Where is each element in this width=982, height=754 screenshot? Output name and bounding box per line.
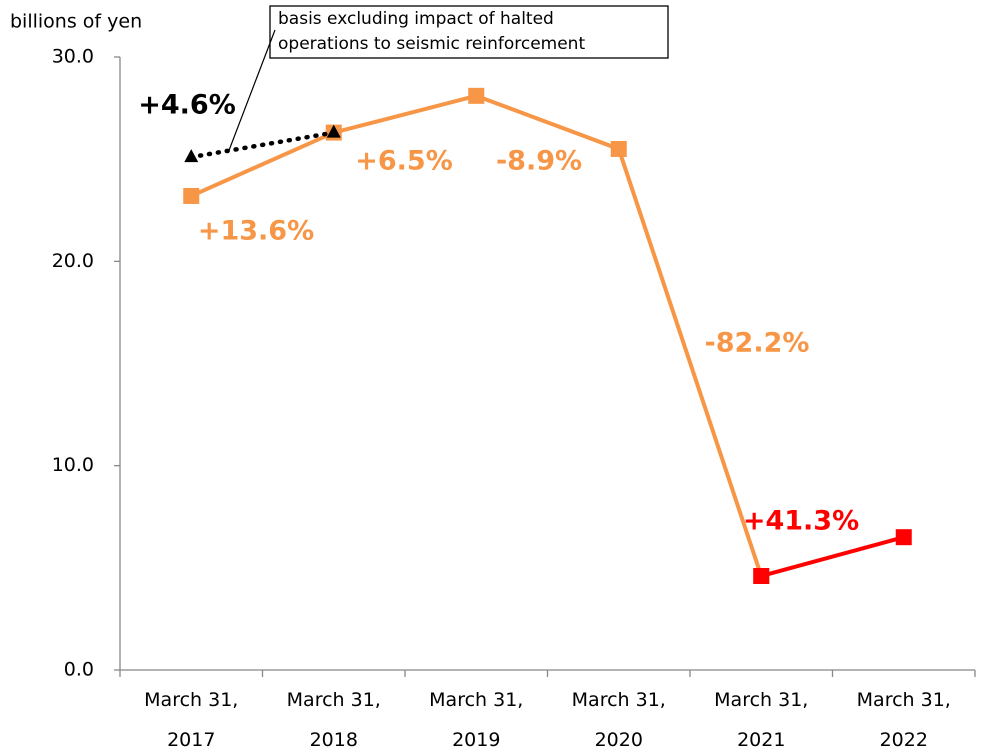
x-tick-label: March 31, 2022 (857, 689, 951, 751)
annotation: +6.5% (355, 146, 453, 177)
callout-pointer (227, 29, 276, 154)
x-tick-label: March 31, 2020 (572, 689, 666, 751)
callout-line: operations to seismic reinforcement (278, 34, 585, 54)
y-tick-label: 10.0 (52, 454, 94, 476)
x-tick-label: March 31, 2019 (429, 689, 523, 751)
marker (468, 87, 485, 104)
y-tick-label: 20.0 (52, 250, 94, 272)
annotation: -82.2% (705, 328, 810, 359)
series-line (760, 535, 905, 578)
y-axis-label: billions of yen (10, 11, 142, 33)
callout-box (269, 5, 669, 59)
annotation: -8.9% (496, 146, 582, 177)
x-tick-label: March 31, 2021 (714, 689, 808, 751)
marker (753, 568, 770, 585)
x-tick-label: March 31, 2017 (144, 689, 238, 751)
y-tick-label: 0.0 (64, 659, 94, 681)
marker (184, 149, 199, 163)
marker (610, 140, 627, 157)
x-tick-label: March 31, 2018 (287, 689, 381, 751)
marker (326, 124, 341, 138)
y-tick-label: 30.0 (52, 46, 94, 68)
annotation: +4.6% (138, 90, 236, 121)
marker (895, 529, 912, 546)
series-line (190, 93, 764, 577)
marker (183, 187, 200, 204)
series-line (189, 130, 336, 160)
annotation: +13.6% (198, 216, 314, 247)
annotation: +41.3% (743, 506, 859, 537)
callout-line: basis excluding impact of halted (278, 9, 554, 29)
